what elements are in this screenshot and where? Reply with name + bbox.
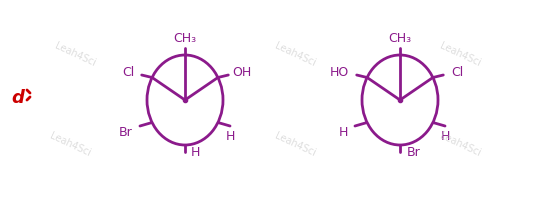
Text: Leah4Sci: Leah4Sci — [53, 41, 97, 69]
Text: d: d — [12, 89, 24, 107]
Text: H: H — [190, 146, 200, 158]
Text: H: H — [226, 130, 235, 144]
Ellipse shape — [362, 55, 438, 145]
Text: Cl: Cl — [123, 66, 135, 79]
Text: OH: OH — [233, 66, 252, 79]
Text: H: H — [441, 130, 450, 144]
Text: H: H — [338, 126, 348, 138]
Text: Leah4Sci: Leah4Sci — [273, 131, 317, 159]
Text: Cl: Cl — [451, 66, 464, 79]
Text: Br: Br — [407, 146, 421, 158]
Text: Leah4Sci: Leah4Sci — [438, 41, 482, 69]
Text: CH₃: CH₃ — [388, 31, 411, 45]
Text: Leah4Sci: Leah4Sci — [438, 131, 482, 159]
Text: CH₃: CH₃ — [173, 31, 196, 45]
Text: Leah4Sci: Leah4Sci — [48, 131, 92, 159]
Text: HO: HO — [330, 66, 349, 79]
Text: Br: Br — [119, 126, 133, 138]
Text: Leah4Sci: Leah4Sci — [273, 41, 317, 69]
Ellipse shape — [147, 55, 223, 145]
